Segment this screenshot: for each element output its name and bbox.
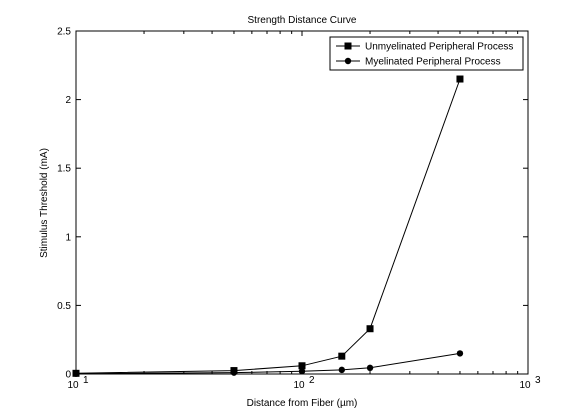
plot-area [75,30,529,375]
data-series [72,350,464,377]
data-point-circle [366,364,374,372]
y-tick-label: 1.5 [57,164,71,175]
x-tick-label: 10 [519,380,531,391]
x-tick-label: 10 [67,380,79,391]
x-tick-label-exponent: 3 [535,375,541,386]
y-tick-label: 0 [65,370,71,381]
legend-label: Unmyelinated Peripheral Process [365,42,513,53]
legend-marker-square [344,42,352,50]
data-point-circle [298,368,306,375]
legend: Unmyelinated Peripheral Process Myelinate… [329,36,524,71]
series-layer [72,75,464,377]
x-tick-label-exponent: 2 [309,375,315,386]
y-tick-label: 2 [65,95,71,106]
y-axis-label: Stimulus Threshold (mA) [39,148,50,258]
y-tick-label: 2.5 [57,27,71,38]
data-point-square [338,352,346,360]
legend-marker-circle [344,57,352,65]
y-tick-label: 1 [65,232,71,243]
y-tick-label: 0.5 [57,301,71,312]
data-point-circle [338,366,345,374]
x-tick-label-exponent: 1 [83,375,89,386]
legend-label: Myelinated Peripheral Process [365,57,501,68]
data-point-square [298,362,306,370]
axes: 0 0.5 1 1.5 2 2.5 10 1 10 2 10 3 [57,27,541,392]
data-point-circle [230,369,238,376]
chart-title: Strength Distance Curve [248,15,357,26]
data-point-circle [456,350,464,357]
legend-box [329,36,524,71]
series-line [75,78,461,374]
data-point-circle [72,370,80,377]
data-point-square [456,75,464,83]
x-axis-label: Distance from Fiber (µm) [247,398,358,409]
x-tick-label: 10 [293,380,305,391]
series-line [75,352,461,375]
data-point-square [366,325,374,333]
